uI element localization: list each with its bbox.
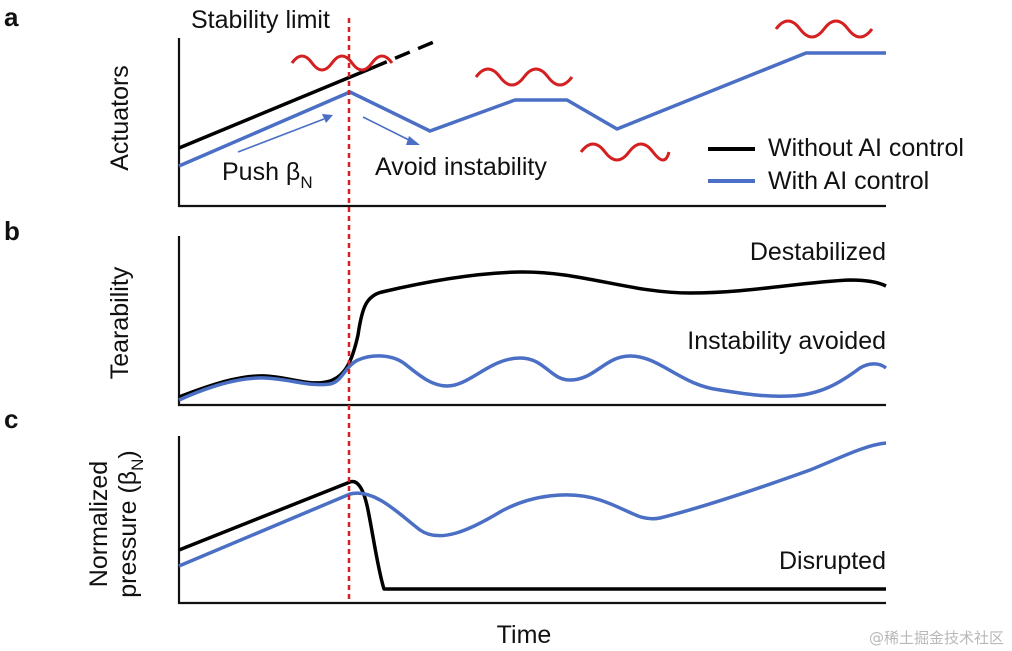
legend-with-ai-label: With AI control: [768, 167, 929, 195]
instability-wave-icon: [774, 19, 874, 39]
instability-wave-icon: [290, 54, 394, 72]
panel-c: c Normalized pressure (βN) Disrupted Tim…: [4, 404, 887, 649]
watermark: @稀土掘金技术社区: [869, 629, 1004, 647]
pressure-with-ai-line: [178, 441, 887, 568]
pressure-axis-label-line1: Normalized: [85, 461, 113, 587]
stability-limit-label: Stability limit: [191, 6, 330, 34]
panel-a-axes: [177, 38, 886, 208]
avoid-instability-label: Avoid instability: [375, 153, 547, 181]
instability-wave-icon: [579, 142, 671, 162]
time-axis-label: Time: [497, 621, 552, 649]
disrupted-label: Disrupted: [779, 547, 886, 575]
panel-letter-c: c: [4, 404, 18, 434]
actuators-with-ai-line: [178, 51, 886, 168]
push-arrow: [237, 114, 333, 153]
avoid-arrow: [362, 116, 420, 145]
actuators-without-ai-line: [178, 66, 373, 150]
actuators-without-ai-extrapolation: [371, 39, 437, 70]
panel-c-axes: [177, 436, 886, 605]
panel-a: a Actuators Stability limit Push βN Avoi…: [4, 2, 964, 208]
instability-wave-icon: [474, 67, 574, 87]
tearability-with-ai-line: [178, 354, 888, 402]
panel-letter-a: a: [4, 2, 19, 32]
push-label: Push βN: [222, 158, 313, 192]
panel-b-axes: [177, 236, 886, 407]
pressure-without-ai-line: [178, 479, 886, 591]
pressure-axis-label-line2: pressure (βN): [114, 450, 147, 598]
tearability-axis-label: Tearability: [106, 266, 134, 379]
panel-b: b Tearability Destabilized Instability a…: [4, 216, 888, 407]
actuators-axis-label: Actuators: [106, 65, 134, 171]
pressure-axis-label: Normalized pressure (βN): [85, 450, 147, 598]
destabilized-label: Destabilized: [750, 238, 886, 266]
panel-letter-b: b: [4, 216, 20, 246]
legend: Without AI control With AI control: [708, 134, 964, 195]
legend-without-ai-label: Without AI control: [768, 134, 964, 162]
instability-avoided-label: Instability avoided: [687, 327, 886, 355]
